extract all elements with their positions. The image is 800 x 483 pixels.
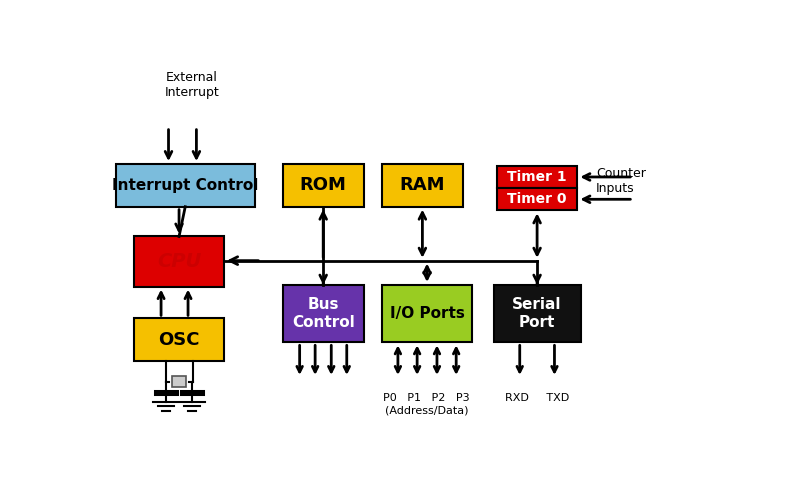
Text: RXD     TXD: RXD TXD — [505, 394, 570, 403]
FancyBboxPatch shape — [494, 285, 581, 342]
Text: Serial
Port: Serial Port — [512, 298, 562, 330]
Text: ROM: ROM — [300, 176, 346, 194]
Text: External
Interrupt: External Interrupt — [164, 71, 219, 99]
FancyBboxPatch shape — [134, 318, 224, 361]
Text: Interrupt Control: Interrupt Control — [112, 178, 258, 193]
FancyBboxPatch shape — [382, 285, 472, 342]
Text: Timer 1: Timer 1 — [507, 170, 567, 184]
Text: CPU: CPU — [157, 252, 202, 271]
Text: RAM: RAM — [400, 176, 445, 194]
FancyBboxPatch shape — [283, 164, 363, 207]
FancyBboxPatch shape — [134, 237, 224, 287]
FancyBboxPatch shape — [497, 166, 578, 188]
FancyBboxPatch shape — [115, 164, 255, 207]
Text: Timer 0: Timer 0 — [507, 192, 567, 206]
Text: P0   P1   P2   P3
(Address/Data): P0 P1 P2 P3 (Address/Data) — [383, 394, 470, 415]
Text: Bus
Control: Bus Control — [292, 298, 354, 330]
FancyBboxPatch shape — [283, 285, 363, 342]
FancyBboxPatch shape — [497, 188, 578, 211]
FancyBboxPatch shape — [172, 376, 186, 387]
FancyBboxPatch shape — [382, 164, 462, 207]
Text: I/O Ports: I/O Ports — [390, 306, 465, 321]
Text: Counter
Inputs: Counter Inputs — [596, 168, 646, 196]
Text: OSC: OSC — [158, 331, 200, 349]
